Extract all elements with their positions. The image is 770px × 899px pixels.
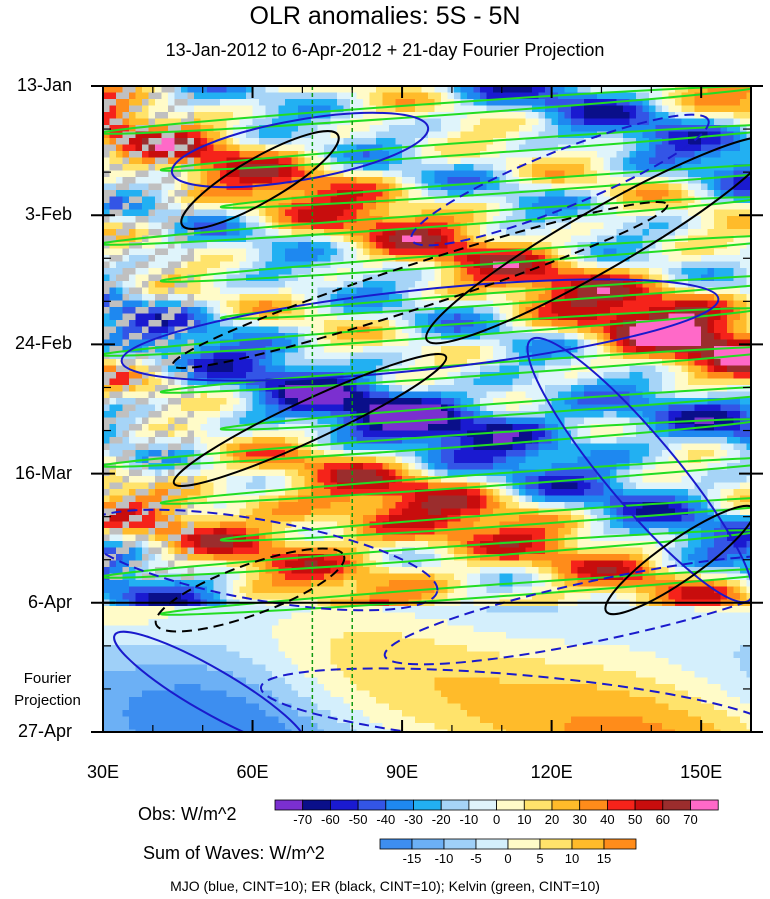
waves-colorbar-swatch-1 xyxy=(411,838,445,850)
obs-colorbar-swatch-10 xyxy=(551,799,581,811)
y-tick-label-3: 16-Mar xyxy=(14,462,72,483)
obs-colorbar-swatch-11 xyxy=(579,799,608,811)
contour-line xyxy=(410,113,710,247)
waves-colorbar-label-3: 0 xyxy=(504,851,512,866)
contour-line xyxy=(113,630,307,732)
obs-colorbar-label-13: 60 xyxy=(655,812,671,827)
contour-line xyxy=(154,547,346,633)
contour-line xyxy=(103,508,439,612)
waves-colorbar-swatch-3 xyxy=(475,838,509,850)
x-tick-label-4: 150E xyxy=(680,762,723,782)
obs-colorbar-label-9: 20 xyxy=(544,812,560,827)
plot-border xyxy=(102,85,752,733)
waves-colorbar-swatch-0 xyxy=(379,838,413,850)
contour-line xyxy=(219,159,751,209)
y-tick-label-2: 24-Feb xyxy=(14,333,72,354)
waves-colorbar-swatch-2 xyxy=(443,838,477,850)
obs-colorbar-label-2: -50 xyxy=(348,812,368,827)
waves-colorbar-label-0: -15 xyxy=(402,851,422,866)
chart-title: OLR anomalies: 5S - 5N xyxy=(249,2,521,30)
waves-colorbar-label-4: 5 xyxy=(536,851,544,866)
waves-colorbar-label-2: -5 xyxy=(470,851,482,866)
contour-line xyxy=(219,381,751,431)
contour-line xyxy=(526,336,751,604)
obs-colorbar-label-5: -20 xyxy=(431,812,451,827)
contour-line xyxy=(180,130,340,230)
contour-line xyxy=(120,278,720,382)
obs-colorbar-swatch-14 xyxy=(662,799,691,811)
contour-line xyxy=(259,667,751,732)
obs-colorbar-label-4: -30 xyxy=(404,812,423,827)
contour-line xyxy=(383,554,751,666)
chart-subtitle: 13-Jan-2012 to 6-Apr-2012 + 21-day Fouri… xyxy=(165,40,605,60)
contour-line xyxy=(171,200,669,370)
obs-colorbar-label-0: -70 xyxy=(293,812,313,827)
obs-colorbar-swatch-2 xyxy=(329,799,359,811)
contour-line xyxy=(103,86,751,135)
obs-colorbar-swatch-6 xyxy=(440,799,470,811)
contour-line xyxy=(103,196,751,246)
obs-colorbar-swatch-3 xyxy=(357,799,387,811)
obs-colorbar-label-1: -60 xyxy=(320,812,340,827)
obs-colorbar-title: Obs: W/m^2 xyxy=(138,804,237,824)
plot-frame xyxy=(91,85,763,733)
contour-line xyxy=(103,529,751,579)
x-tick-label-3: 120E xyxy=(530,762,573,782)
obs-colorbar-label-11: 40 xyxy=(600,812,615,827)
waves-colorbar-swatch-5 xyxy=(539,838,573,850)
obs-colorbar-swatch-15 xyxy=(690,799,719,811)
waves-colorbar-label-1: -10 xyxy=(434,851,454,866)
obs-colorbar-swatch-5 xyxy=(413,799,442,811)
y-tick-label-5: 27-Apr xyxy=(17,721,72,741)
waves-colorbar-title: Sum of Waves: W/m^2 xyxy=(143,843,325,863)
y-tick-label-1: 3-Feb xyxy=(24,204,72,225)
contour-line xyxy=(159,122,751,172)
heatmap-field xyxy=(103,86,751,732)
contour-legend: MJO (blue, CINT=10); ER (black, CINT=10)… xyxy=(170,878,600,894)
projection-label: Fourier Projection xyxy=(14,670,81,709)
reference-lines xyxy=(311,86,353,732)
y-tick-label-0: 13-Jan xyxy=(16,75,72,95)
obs-colorbar-swatch-12 xyxy=(607,799,636,811)
obs-colorbar-label-7: 0 xyxy=(492,812,501,827)
obs-colorbar-swatch-9 xyxy=(523,799,553,811)
obs-colorbar-swatch-13 xyxy=(634,799,664,811)
obs-colorbar-swatch-1 xyxy=(302,799,331,811)
contour-line xyxy=(170,111,430,189)
contour-line xyxy=(159,233,751,283)
contour-line xyxy=(103,307,751,357)
waves-colorbar-swatch-7 xyxy=(603,838,637,850)
x-tick-label-0: 30E xyxy=(86,762,120,782)
waves-colorbar-swatch-4 xyxy=(507,838,541,850)
obs-colorbar-swatch-8 xyxy=(496,799,525,811)
y-tick-label-4: 6-Apr xyxy=(27,591,72,612)
contour-line xyxy=(219,492,751,542)
wave-contours xyxy=(103,86,751,732)
contour-line xyxy=(172,353,448,487)
obs-colorbar-label-3: -40 xyxy=(376,812,396,827)
obs-colorbar-swatch-4 xyxy=(385,799,414,811)
obs-colorbar-swatch-7 xyxy=(468,799,497,811)
x-tick-label-1: 60E xyxy=(236,762,269,782)
waves-colorbar-label-6: 15 xyxy=(596,851,612,866)
colorbars xyxy=(274,799,719,850)
obs-colorbar-label-6: -10 xyxy=(459,812,479,827)
contour-line xyxy=(604,504,751,616)
obs-colorbar-label-10: 30 xyxy=(572,812,587,827)
contour-line xyxy=(103,418,751,468)
obs-colorbar-label-12: 50 xyxy=(627,812,643,827)
waves-colorbar-swatch-6 xyxy=(571,838,605,850)
obs-colorbar-label-14: 70 xyxy=(683,812,698,827)
obs-colorbar-swatch-0 xyxy=(274,799,304,811)
waves-colorbar-label-5: 10 xyxy=(564,851,580,866)
contour-line xyxy=(159,455,751,505)
obs-colorbar-label-8: 10 xyxy=(517,812,532,827)
contour-line xyxy=(159,566,751,616)
x-tick-label-2: 90E xyxy=(386,762,419,782)
